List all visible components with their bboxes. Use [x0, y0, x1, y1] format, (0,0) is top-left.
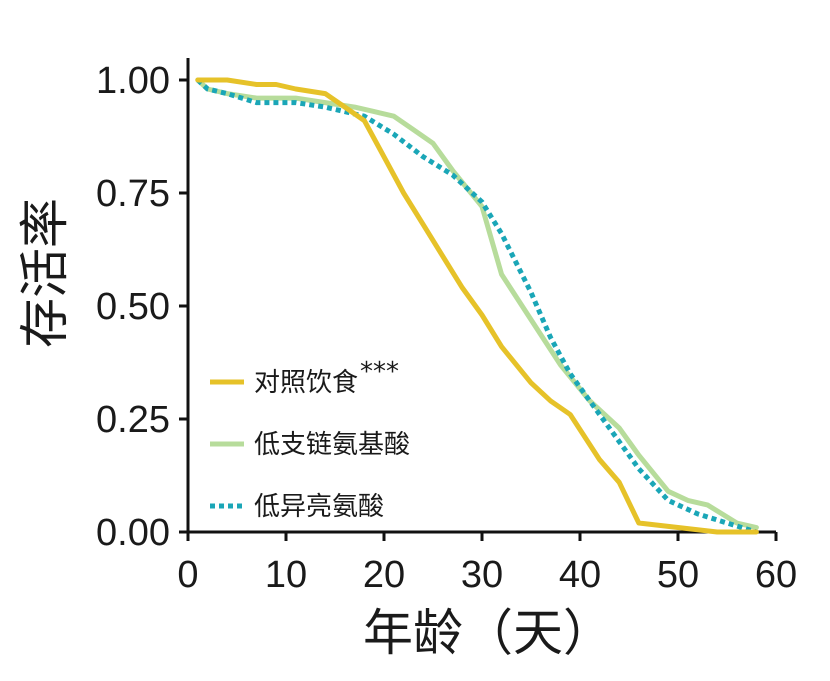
legend-label-0: 对照饮食 [254, 368, 358, 398]
legend-label-2: 低异亮氨酸 [254, 492, 384, 522]
y-tick-label: 0.50 [96, 286, 170, 328]
y-axis-title: 存活率 [16, 198, 74, 348]
y-tick-label: 0.25 [96, 399, 170, 441]
legend-label-1: 低支链氨基酸 [254, 430, 410, 460]
x-tick-label: 50 [657, 554, 699, 596]
series-line-0 [195, 77, 759, 535]
x-tick-label: 20 [363, 554, 405, 596]
axes: 0 10 20 30 40 50 60 0.00 0.25 0.50 0.75 1.00 [96, 58, 797, 596]
significance-mark: *** [360, 357, 399, 387]
x-tick-label: 10 [265, 554, 307, 596]
x-tick-label: 30 [461, 554, 503, 596]
series-line-1 [195, 77, 759, 530]
y-tick-label: 0.75 [96, 173, 170, 215]
x-tick-label: 0 [177, 554, 198, 596]
x-tick-label: 60 [755, 554, 797, 596]
x-tick-label: 40 [559, 554, 601, 596]
series-layer [195, 77, 759, 535]
x-axis-title: 年龄（天） [363, 604, 613, 662]
y-tick-label: 0.00 [96, 512, 170, 554]
y-tick-label: 1.00 [96, 60, 170, 102]
series-line-2 [196, 78, 758, 535]
